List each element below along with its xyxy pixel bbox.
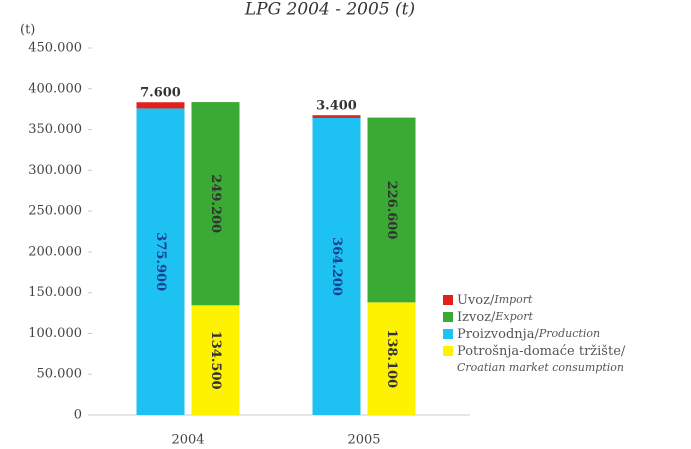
- legend-swatch: [443, 295, 453, 305]
- bar-segment: [367, 302, 416, 415]
- y-tick-label: 450.000: [28, 41, 82, 56]
- y-tick-label: 200.000: [28, 244, 82, 259]
- y-tick-label: 150.000: [28, 285, 82, 300]
- y-tick-label: 0: [74, 408, 82, 423]
- legend-label: Uvoz/Import: [457, 293, 533, 308]
- y-tick-label: 100.000: [28, 326, 82, 341]
- legend-swatch: [443, 329, 453, 339]
- value-label: 249.200: [208, 174, 223, 233]
- bar-segment: [191, 102, 240, 306]
- value-label: 7.600: [140, 86, 181, 101]
- value-label: 375.900: [153, 232, 168, 291]
- bar-segment: [312, 115, 361, 118]
- y-tick-label: 350.000: [28, 122, 82, 137]
- value-label: 3.400: [316, 99, 357, 114]
- chart-title: LPG 2004 - 2005 (t): [244, 0, 415, 20]
- legend-swatch: [443, 346, 453, 356]
- value-label: 364.200: [329, 237, 344, 296]
- y-axis-label: (t): [20, 23, 35, 38]
- legend-swatch: [443, 312, 453, 322]
- y-tick-label: 250.000: [28, 204, 82, 219]
- legend-label: Potrošnja-domaće tržište/Croatian market…: [457, 344, 626, 375]
- bar-segment: [136, 108, 185, 415]
- x-tick-label: 2004: [171, 433, 204, 448]
- value-label: 226.600: [384, 181, 399, 240]
- value-label: 138.100: [384, 329, 399, 388]
- legend-label: Izvoz/Export: [457, 310, 534, 325]
- bar-segment: [367, 117, 416, 303]
- y-tick-label: 400.000: [28, 81, 82, 96]
- legend-label: Proizvodnja/Production: [457, 327, 600, 342]
- y-tick-label: 50.000: [37, 367, 83, 382]
- bar-segment: [312, 117, 361, 415]
- x-tick-label: 2005: [347, 433, 380, 448]
- bar-segment: [191, 305, 240, 415]
- value-label: 134.500: [208, 331, 223, 390]
- y-tick-label: 300.000: [28, 163, 82, 178]
- bar-segment: [136, 102, 185, 109]
